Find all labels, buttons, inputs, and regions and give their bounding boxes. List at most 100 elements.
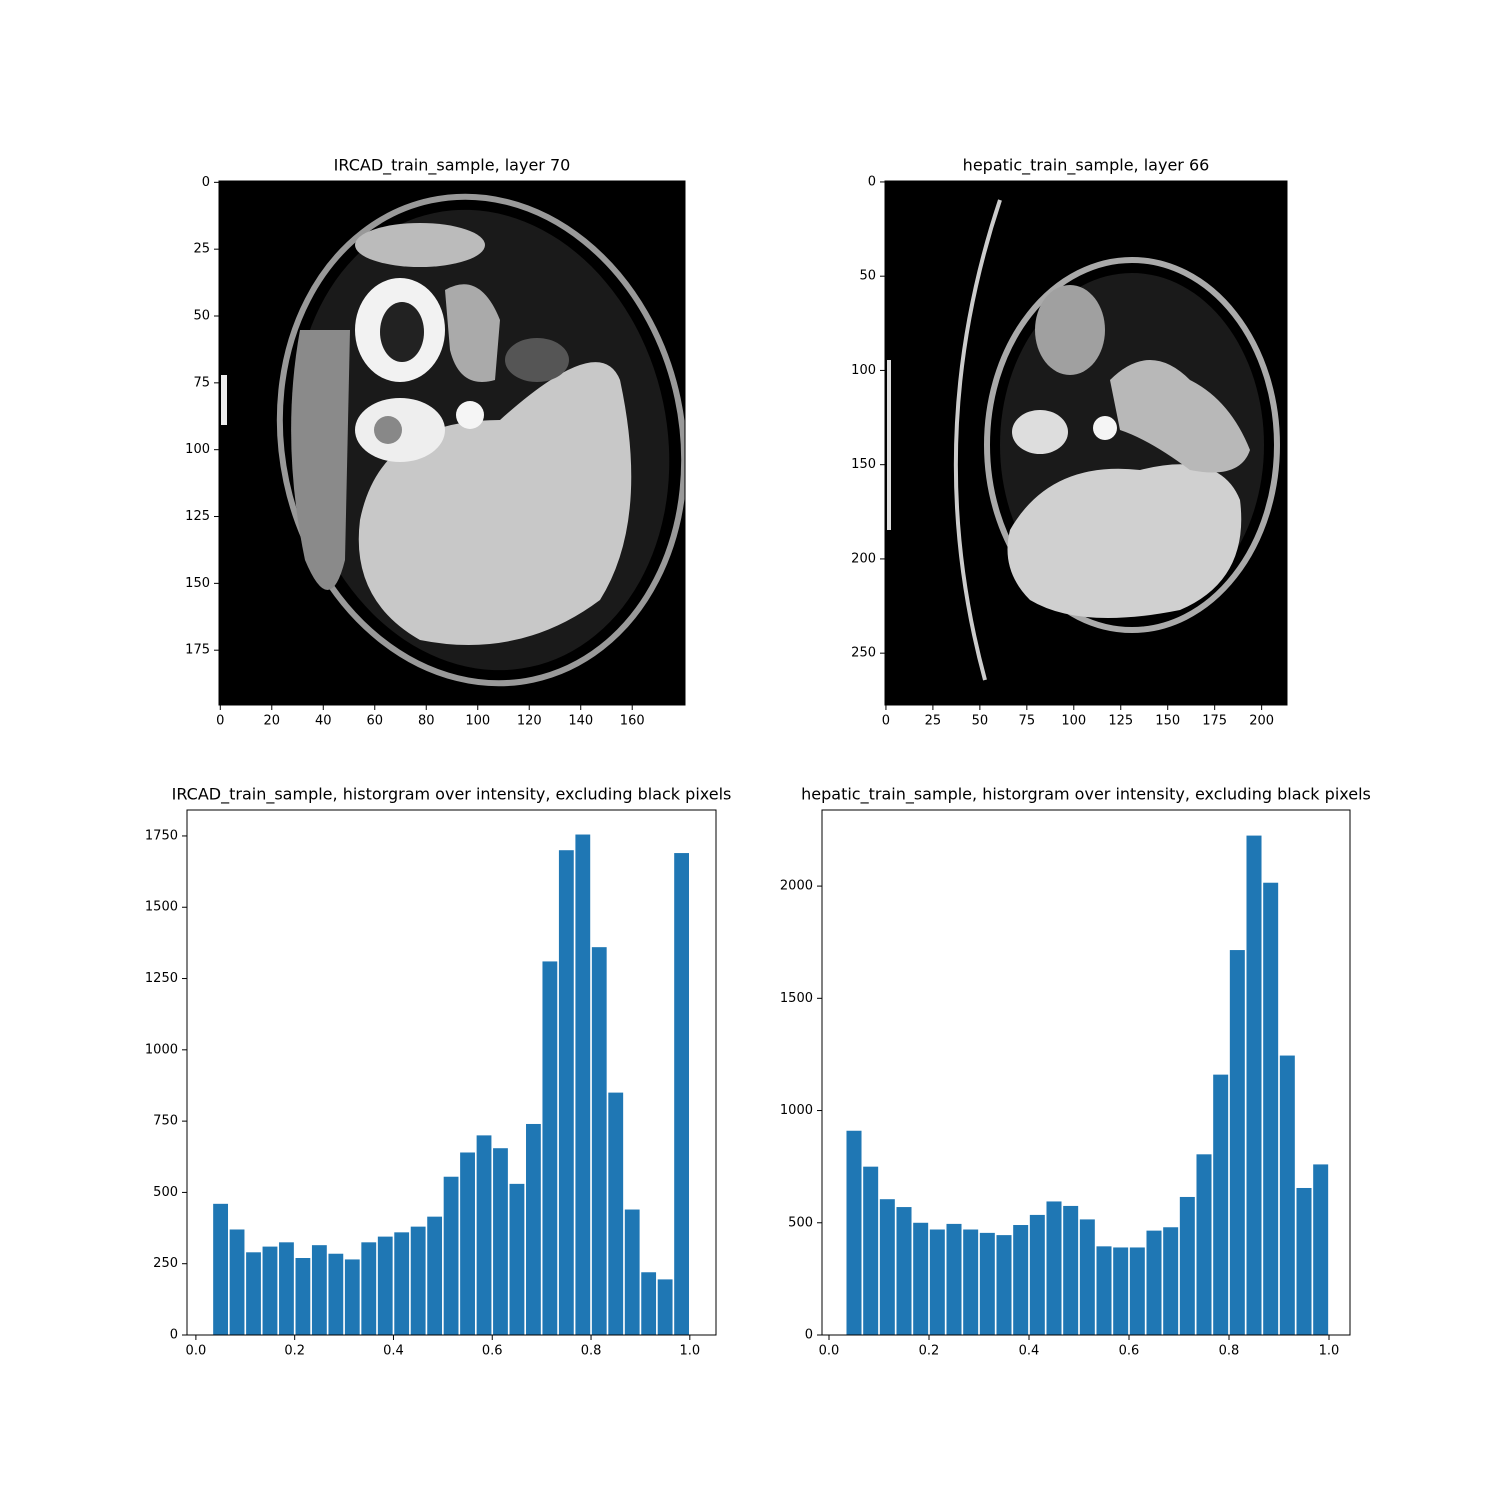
bar	[929, 1229, 945, 1335]
bar	[328, 1253, 344, 1335]
bar	[624, 1209, 640, 1335]
y-tick-label: 25	[193, 242, 210, 257]
y-tick-label: 1000	[145, 1042, 178, 1057]
bar	[1063, 1205, 1079, 1335]
bar	[996, 1235, 1012, 1335]
bar	[476, 1135, 492, 1335]
bar	[1246, 835, 1262, 1335]
y-tick-label: 0	[868, 174, 876, 189]
x-tick-label: 0	[882, 714, 890, 729]
bar	[641, 1272, 657, 1335]
y-tick-label: 125	[185, 509, 210, 524]
x-tick-label: 0.6	[482, 1344, 503, 1359]
bar	[863, 1166, 879, 1335]
y-tick-label: 100	[185, 442, 210, 457]
x-tick-label: 150	[1155, 714, 1180, 729]
x-tick-label: 200	[1249, 714, 1274, 729]
x-tick-label: 1.0	[679, 1344, 700, 1359]
bar	[1263, 882, 1279, 1335]
bar	[1096, 1246, 1112, 1335]
bar	[846, 1130, 862, 1335]
x-tick-label: 75	[1019, 714, 1036, 729]
bar	[526, 1123, 541, 1335]
bar	[1313, 1164, 1329, 1335]
bar	[1229, 950, 1245, 1335]
x-tick-label: 0.6	[1119, 1344, 1140, 1359]
y-tick-label: 50	[859, 269, 876, 284]
bar	[1213, 1074, 1229, 1335]
x-tick-label: 0.4	[383, 1344, 404, 1359]
bar	[1163, 1227, 1179, 1335]
x-tick-label: 0	[216, 714, 224, 729]
y-tick-label: 1000	[780, 1103, 813, 1118]
bar	[427, 1216, 443, 1335]
chart-title: hepatic_train_sample, historgram over in…	[801, 785, 1371, 805]
axes-frame	[884, 180, 1288, 706]
bar	[443, 1176, 459, 1335]
bar	[410, 1226, 426, 1335]
x-tick-label: 0.2	[284, 1344, 305, 1359]
ct-image	[885, 181, 1287, 705]
axes-frame	[218, 180, 686, 706]
x-tick-label: 80	[418, 714, 435, 729]
bar	[913, 1222, 929, 1335]
x-tick-label: 0.2	[919, 1344, 940, 1359]
x-tick-label: 50	[972, 714, 989, 729]
bar	[558, 850, 574, 1335]
bar	[229, 1229, 245, 1335]
x-tick-label: 1.0	[1319, 1344, 1340, 1359]
bar	[246, 1252, 261, 1335]
bar	[377, 1236, 393, 1335]
y-tick-label: 0	[202, 175, 210, 190]
x-tick-label: 0.8	[581, 1344, 602, 1359]
bar	[963, 1229, 979, 1335]
y-tick-label: 150	[185, 576, 210, 591]
y-tick-label: 750	[153, 1114, 178, 1129]
x-tick-label: 0.0	[186, 1344, 207, 1359]
y-tick-label: 175	[185, 643, 210, 658]
ct-image	[219, 181, 685, 705]
x-tick-label: 120	[517, 714, 542, 729]
y-tick-label: 250	[153, 1256, 178, 1271]
bar	[1296, 1187, 1312, 1335]
bar	[1013, 1225, 1029, 1335]
y-tick-label: 500	[153, 1185, 178, 1200]
bar	[344, 1259, 360, 1335]
bar	[394, 1232, 410, 1335]
bar	[657, 1279, 673, 1335]
y-tick-label: 100	[851, 363, 876, 378]
y-tick-label: 0	[805, 1328, 813, 1343]
bar	[575, 834, 591, 1335]
x-tick-label: 40	[315, 714, 332, 729]
x-tick-label: 100	[1061, 714, 1086, 729]
bar	[591, 947, 607, 1335]
x-tick-label: 20	[264, 714, 281, 729]
bar	[1113, 1247, 1129, 1335]
chart-title: IRCAD_train_sample, layer 70	[334, 156, 571, 176]
bar	[674, 853, 689, 1335]
bar	[1146, 1230, 1162, 1335]
bar	[493, 1148, 508, 1335]
bar	[1029, 1214, 1045, 1335]
bar	[1046, 1201, 1062, 1335]
bar	[946, 1223, 962, 1335]
bar	[1129, 1247, 1145, 1335]
chart-title: hepatic_train_sample, layer 66	[963, 156, 1210, 176]
x-tick-label: 0.4	[1019, 1344, 1040, 1359]
bar	[979, 1232, 995, 1335]
axes-frame	[186, 809, 717, 1336]
bar	[295, 1258, 311, 1335]
bar	[279, 1242, 294, 1335]
bar	[361, 1242, 377, 1335]
bar	[1279, 1055, 1295, 1335]
bar	[213, 1203, 229, 1335]
bar	[896, 1207, 912, 1335]
y-tick-label: 0	[170, 1328, 178, 1343]
chart-title: IRCAD_train_sample, historgram over inte…	[172, 785, 732, 805]
bar	[509, 1183, 525, 1335]
bar	[311, 1245, 327, 1335]
x-tick-label: 60	[366, 714, 383, 729]
x-tick-label: 140	[568, 714, 593, 729]
y-tick-label: 1750	[145, 828, 178, 843]
